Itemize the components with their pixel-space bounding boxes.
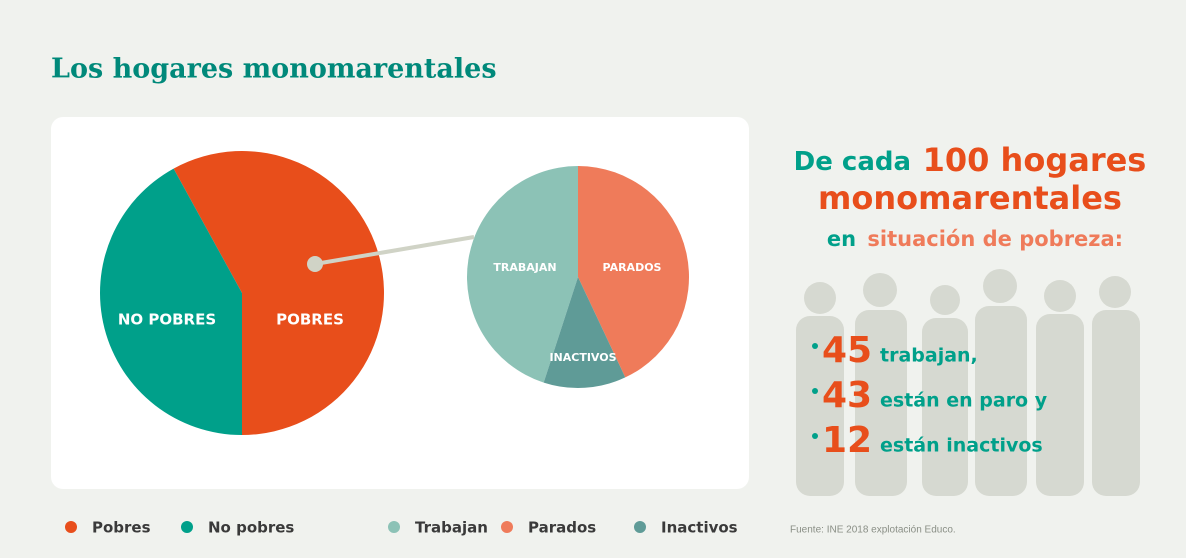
- connector-line: [314, 235, 475, 266]
- bullet: [812, 388, 818, 394]
- pie-slice: [467, 166, 578, 383]
- fact-text: están inactivos: [880, 435, 1043, 457]
- fact-number: 12: [822, 420, 872, 461]
- headline-highlight: 100 hogares: [923, 141, 1147, 179]
- pie-slice: [578, 166, 689, 378]
- fact-number: 43: [822, 375, 872, 416]
- legend-label: Inactivos: [661, 519, 738, 537]
- source: Fuente: INE 2018 explotación Educo.: [790, 525, 956, 536]
- headline-lead: De cada: [794, 147, 911, 177]
- headline-focus: situación de pobreza:: [867, 227, 1123, 251]
- slice-label: INACTIVOS: [549, 351, 616, 364]
- slice-label: POBRES: [276, 311, 344, 329]
- pie-slice: [99, 168, 242, 435]
- headline-line-2: monomarentales: [818, 179, 1122, 217]
- fact-number: 45: [822, 330, 872, 371]
- legend-label: No pobres: [208, 519, 294, 537]
- legend-label: Trabajan: [415, 519, 488, 537]
- legend-swatch: [501, 521, 513, 533]
- fact-text: están en paro y: [880, 390, 1048, 412]
- headline-connector: en: [827, 227, 856, 251]
- legend-swatch: [65, 521, 77, 533]
- slice-label: NO POBRES: [118, 311, 216, 329]
- slice-label: PARADOS: [603, 261, 662, 274]
- legend-swatch: [634, 521, 646, 533]
- legend-swatch: [388, 521, 400, 533]
- pie-slice: [543, 277, 626, 388]
- headline-line-3: en situación de pobreza:: [827, 227, 1123, 251]
- legend-swatch: [181, 521, 193, 533]
- legend-label: Parados: [528, 519, 596, 537]
- silhouettes: [796, 269, 1140, 496]
- bullet: [812, 343, 818, 349]
- bullet: [812, 433, 818, 439]
- fact-text: trabajan,: [880, 345, 978, 367]
- headline-line-1: De cada 100 hogares: [794, 141, 1147, 179]
- pie-slice: [173, 151, 384, 435]
- legend-label: Pobres: [92, 519, 151, 537]
- slice-label: TRABAJAN: [493, 261, 556, 274]
- title: Los hogares monomarentales: [51, 54, 497, 85]
- connector-dot: [307, 256, 323, 272]
